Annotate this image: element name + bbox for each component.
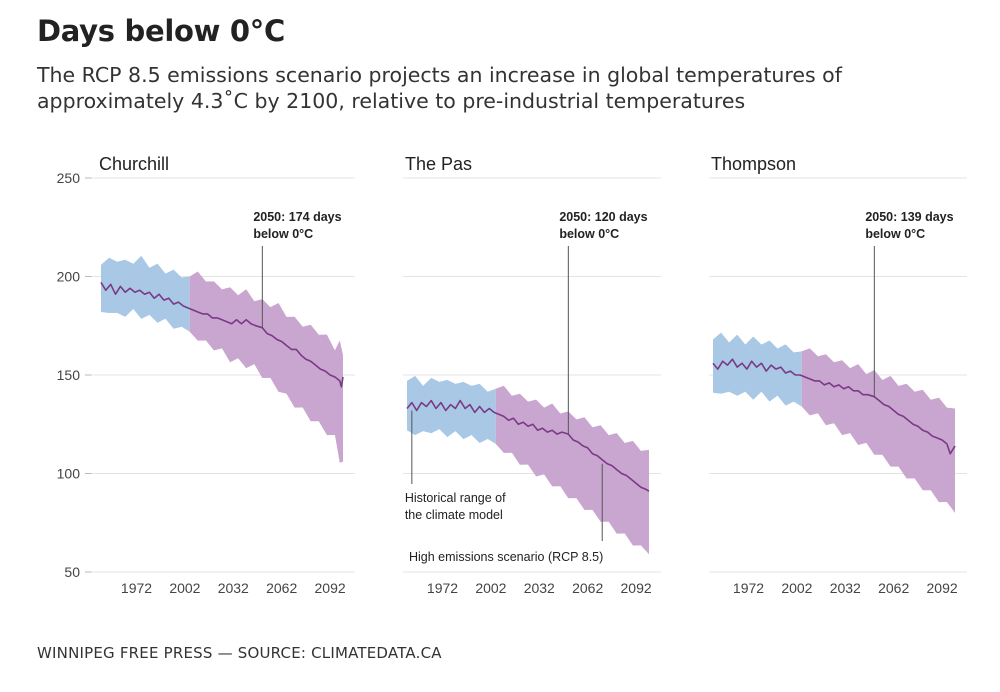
x-tick-label: 2032	[218, 580, 249, 596]
y-tick-label: 200	[57, 269, 81, 285]
historical-range-band	[407, 375, 496, 444]
panel-title-thompson: Thompson	[711, 154, 796, 174]
annotation-value-label: below 0°C	[253, 227, 313, 241]
annotation-value-label: 2050: 120 days	[559, 210, 647, 224]
annotation-value-label: 2050: 139 days	[865, 210, 953, 224]
x-tick-label: 2062	[572, 580, 603, 596]
panel-title-churchill: Churchill	[99, 154, 169, 174]
historical-range-label: Historical range of	[405, 491, 506, 505]
chart-subtitle: The RCP 8.5 emissions scenario projects …	[37, 63, 842, 113]
x-tick-label: 2002	[475, 580, 506, 596]
x-tick-label: 2092	[621, 580, 652, 596]
y-tick-label: 250	[57, 170, 81, 186]
annotation-value-label: 2050: 174 days	[253, 210, 341, 224]
y-tick-label: 50	[64, 564, 80, 580]
x-tick-label: 1972	[733, 580, 764, 596]
panel-title-the-pas: The Pas	[405, 154, 472, 174]
historical-range-label: the climate model	[405, 508, 503, 522]
x-tick-label: 2092	[927, 580, 958, 596]
projected-range-band	[189, 271, 343, 463]
x-tick-label: 2032	[830, 580, 861, 596]
annotation-value-label: below 0°C	[865, 227, 925, 241]
median-line	[712, 358, 956, 455]
x-tick-label: 2092	[315, 580, 346, 596]
x-tick-label: 2002	[169, 580, 200, 596]
projected-range-band	[495, 385, 649, 555]
y-tick-label: 150	[57, 367, 81, 383]
historical-range-band	[713, 332, 802, 407]
x-tick-label: 2032	[524, 580, 555, 596]
source-footer: WINNIPEG FREE PRESS — SOURCE: CLIMATEDAT…	[37, 644, 442, 662]
projected-range-band	[801, 348, 955, 513]
median-line	[406, 399, 650, 492]
x-tick-label: 1972	[427, 580, 458, 596]
x-tick-label: 2062	[878, 580, 909, 596]
x-tick-label: 1972	[121, 580, 152, 596]
annotation-value-label: below 0°C	[559, 227, 619, 241]
x-tick-label: 2062	[266, 580, 297, 596]
chart-title: Days below 0°C	[37, 14, 285, 48]
projection-scenario-label: High emissions scenario (RCP 8.5)	[409, 550, 603, 564]
median-line	[100, 281, 344, 388]
x-tick-label: 2002	[781, 580, 812, 596]
y-tick-label: 100	[57, 466, 81, 482]
